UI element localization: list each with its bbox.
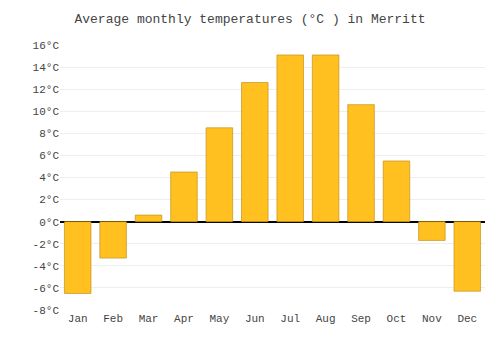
svg-text:Feb: Feb bbox=[103, 313, 123, 325]
svg-text:14°C: 14°C bbox=[33, 62, 60, 74]
svg-text:-6°C: -6°C bbox=[33, 283, 60, 295]
svg-text:Apr: Apr bbox=[174, 313, 194, 325]
svg-text:Dec: Dec bbox=[457, 313, 477, 325]
svg-text:16°C: 16°C bbox=[33, 40, 60, 52]
svg-text:Average monthly temperatures (: Average monthly temperatures (°C ) in Me… bbox=[74, 12, 425, 27]
svg-text:-8°C: -8°C bbox=[33, 305, 60, 317]
svg-text:Aug: Aug bbox=[316, 313, 336, 325]
svg-text:Sep: Sep bbox=[351, 313, 371, 325]
svg-text:8°C: 8°C bbox=[39, 128, 59, 140]
svg-text:-2°C: -2°C bbox=[33, 239, 60, 251]
svg-text:4°C: 4°C bbox=[39, 172, 59, 184]
svg-text:10°C: 10°C bbox=[33, 106, 60, 118]
svg-text:Jan: Jan bbox=[68, 313, 88, 325]
svg-text:Jun: Jun bbox=[245, 313, 265, 325]
svg-text:0°C: 0°C bbox=[39, 217, 59, 229]
svg-text:12°C: 12°C bbox=[33, 84, 60, 96]
svg-text:2°C: 2°C bbox=[39, 194, 59, 206]
svg-text:Nov: Nov bbox=[422, 313, 442, 325]
svg-text:Mar: Mar bbox=[139, 313, 159, 325]
svg-text:Jul: Jul bbox=[280, 313, 300, 325]
svg-text:May: May bbox=[209, 313, 229, 325]
svg-text:-4°C: -4°C bbox=[33, 261, 60, 273]
svg-text:6°C: 6°C bbox=[39, 150, 59, 162]
svg-text:Oct: Oct bbox=[387, 313, 407, 325]
